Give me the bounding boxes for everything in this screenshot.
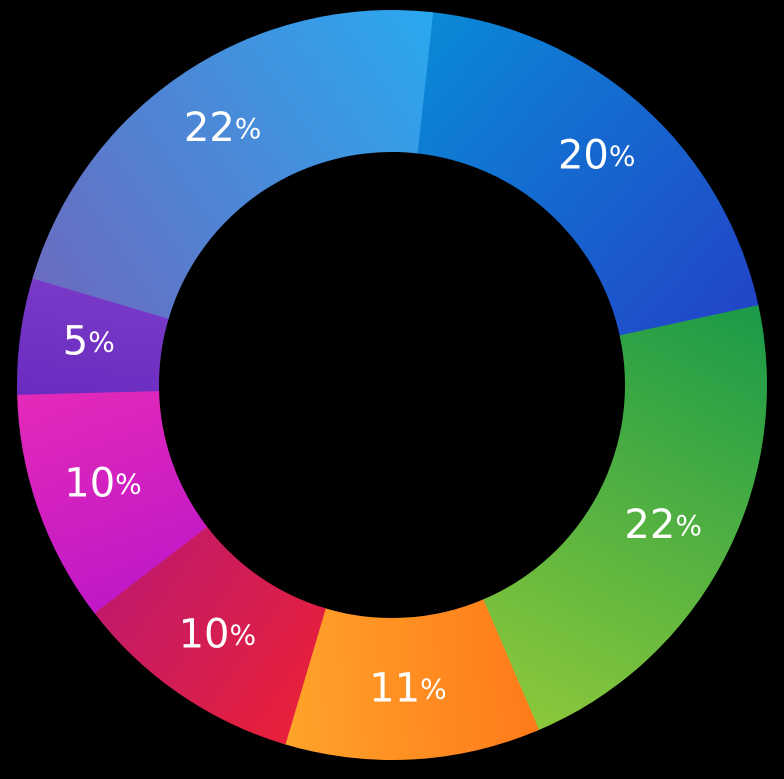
slice-label-3: 11%: [369, 666, 447, 712]
donut-slice-6: [17, 274, 170, 395]
donut-slice-4: [92, 524, 326, 745]
slice-label-2: 22%: [624, 502, 702, 548]
donut-center-hole: [160, 153, 624, 617]
slice-label-7: 22%: [184, 105, 262, 151]
donut-slice-1: [415, 11, 760, 338]
donut-slice-5: [17, 388, 208, 614]
slice-label-6: 5%: [63, 318, 115, 364]
slice-label-5: 10%: [64, 461, 142, 507]
donut-slice-3: [281, 599, 540, 760]
donut-slice-7: [32, 9, 434, 319]
donut-slice-2: [481, 305, 767, 732]
slices-layer: [17, 9, 767, 760]
slice-label-4: 10%: [179, 611, 257, 657]
slice-label-1: 20%: [558, 133, 636, 179]
labels-layer: 20% 22% 11% 10% 10% 5% 22%: [63, 105, 702, 711]
